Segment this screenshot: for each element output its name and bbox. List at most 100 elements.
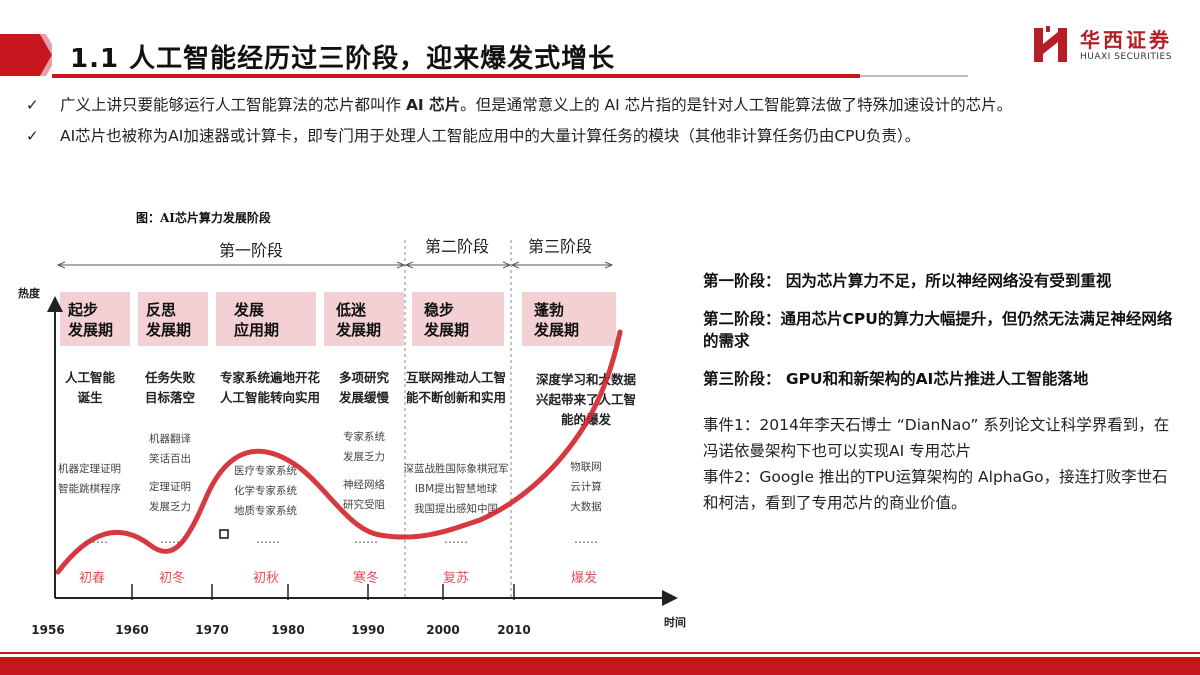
- period-name-line: 发展期: [67, 321, 113, 339]
- period-event-line: 物联网: [570, 460, 602, 473]
- period-name-line: 反思: [146, 301, 176, 319]
- period-season-label: 寒冬: [353, 570, 379, 586]
- ai-stage-diagram: 图：AI芯片算力发展阶段 第一阶段 第二阶段 第三阶段 热度 起步发展期人工智能…: [18, 210, 686, 637]
- year-label: 1970: [195, 623, 228, 637]
- period-event-line: 机器定理证明: [58, 462, 121, 475]
- period-season-label: 初春: [79, 571, 105, 586]
- stage-span-1: 第一阶段: [58, 241, 404, 265]
- period-box: [60, 292, 130, 346]
- bullet-item: ✓ 广义上讲只要能够运行人工智能算法的芯片都叫作 AI 芯片。但是通常意义上的 …: [26, 92, 1116, 119]
- period-ellipsis: ……: [444, 532, 468, 546]
- period-event-line: 专家系统: [343, 430, 385, 443]
- period-box: [324, 292, 404, 346]
- period-ellipsis: ……: [574, 532, 598, 546]
- bullet-text-post: 。但是通常意义上的 AI 芯片指的是针对人工智能算法做了特殊加速设计的芯片。: [460, 96, 1013, 114]
- period-ellipsis: ……: [354, 532, 378, 546]
- event-2-text: 事件2：Google 推出的TPU运算架构的 AlphaGo，接连打败李世石和柯…: [703, 468, 1168, 512]
- check-icon: ✓: [26, 127, 39, 145]
- heat-curve: [55, 329, 623, 575]
- header-accent-tab: [0, 34, 52, 76]
- period-event-line: 发展乏力: [149, 500, 191, 513]
- event-1-text: 事件1：2014年李天石博士 “DianNao” 系列论文让科学界看到，在冯诺依…: [703, 416, 1170, 460]
- period-description-line: 人工智能: [65, 370, 116, 385]
- stage-3-description: 第三阶段： GPU和和新架构的AI芯片推进人工智能落地: [703, 370, 1089, 388]
- header-rule-gray: [860, 75, 968, 77]
- period-name-line: 应用期: [234, 321, 279, 339]
- stage-span-3: 第三阶段: [512, 237, 612, 265]
- bullet-text-bold: AI 芯片: [405, 96, 461, 114]
- logo-text-en: HUAXI SECURITIES: [1080, 52, 1172, 62]
- period-description-line: 任务失败: [144, 370, 196, 385]
- period-ellipsis: ……: [160, 532, 184, 546]
- year-label: 1960: [115, 623, 148, 637]
- bullet-text: AI芯片也被称为AI加速器或计算卡，即专门用于处理人工智能应用中的大量计算任务的…: [60, 127, 921, 145]
- period-event-line: 智能跳棋程序: [58, 482, 121, 495]
- period-name-line: 发展期: [533, 321, 579, 339]
- period-description-line: 兴起带来了人工智: [536, 392, 636, 407]
- period-event-line: 医疗专家系统: [234, 464, 297, 477]
- period-event-line: 神经网络: [343, 478, 385, 491]
- period-event-line: 笑话百出: [149, 452, 191, 465]
- period-event-line: 研究受阻: [343, 498, 385, 511]
- period-ellipsis: ……: [256, 532, 280, 546]
- period-event-line: 大数据: [570, 500, 602, 513]
- figure-caption: 图：AI芯片算力发展阶段: [136, 210, 272, 225]
- bullet-list: ✓ 广义上讲只要能够运行人工智能算法的芯片都叫作 AI 芯片。但是通常意义上的 …: [26, 92, 1116, 154]
- stage-label-3: 第三阶段: [528, 237, 592, 256]
- right-panel: 第一阶段： 因为芯片算力不足，所以神经网络没有受到重视 第二阶段：通用芯片CPU…: [703, 270, 1173, 516]
- period-name-line: 发展: [233, 301, 264, 319]
- period-description-line: 目标落空: [145, 390, 195, 405]
- period-description-line: 专家系统遍地开花: [220, 370, 321, 385]
- period-event-line: 地质专家系统: [234, 504, 297, 517]
- period-description-line: 多项研究: [339, 370, 390, 385]
- footer-rule: [0, 652, 1200, 654]
- period-event-line: 云计算: [570, 480, 602, 493]
- period-event-line: 我国提出感知中国: [414, 502, 498, 515]
- huaxi-logo-icon: [1034, 26, 1067, 62]
- period-event-line: 发展乏力: [343, 450, 385, 463]
- period-name-line: 起步: [67, 301, 98, 319]
- period-name-line: 发展期: [423, 321, 469, 339]
- period-event-line: 机器翻译: [149, 432, 191, 445]
- period-season-label: 初冬: [159, 570, 185, 586]
- page-title: 1.1 人工智能经历过三阶段，迎来爆发式增长: [70, 44, 616, 74]
- stage-1-description: 第一阶段： 因为芯片算力不足，所以神经网络没有受到重视: [703, 272, 1112, 290]
- stage-2-description: 第二阶段：通用芯片CPU的算力大幅提升，但仍然无法满足神经网络的需求: [703, 310, 1173, 350]
- period-season-label: 初秋: [253, 571, 279, 586]
- period-description-line: 人工智能转向实用: [220, 390, 320, 405]
- period-name-line: 稳步: [424, 301, 454, 319]
- period-name-line: 蓬勃: [534, 301, 564, 319]
- curve-marker-square: [219, 529, 229, 539]
- period-description-line: 诞生: [77, 390, 103, 405]
- period-season-label: 爆发: [571, 570, 597, 586]
- period-name-line: 发展期: [335, 321, 381, 339]
- year-label: 2000: [426, 623, 459, 637]
- period-description-line: 深度学习和大数据: [536, 372, 637, 387]
- stage-label-1: 第一阶段: [219, 241, 283, 260]
- footer-bar: [0, 657, 1200, 675]
- period-event-line: 深蓝战胜国际象棋冠军: [404, 462, 509, 475]
- stage-span-2: 第二阶段: [406, 237, 510, 265]
- period-description-line: 能不断创新和实用: [406, 390, 506, 405]
- bullet-item: ✓ AI芯片也被称为AI加速器或计算卡，即专门用于处理人工智能应用中的大量计算任…: [26, 123, 1116, 150]
- bullet-text-pre: 广义上讲只要能够运行人工智能算法的芯片都叫作: [60, 96, 406, 114]
- y-axis-label: 热度: [18, 286, 41, 300]
- ai-development-figure: 图：AI芯片算力发展阶段 第一阶段 第二阶段 第三阶段 热度 起步发展期人工智能…: [0, 200, 700, 650]
- year-label: 1980: [271, 623, 304, 637]
- period-event-line: 定理证明: [149, 480, 191, 493]
- period-box: [412, 292, 504, 346]
- year-label: 2010: [497, 623, 530, 637]
- period-box: [216, 292, 316, 346]
- header-rule: [52, 74, 860, 78]
- period-description-line: 互联网推动人工智: [406, 370, 506, 385]
- period-name-line: 低迷: [335, 301, 367, 319]
- logo-text-cn: 华西证券: [1080, 28, 1172, 52]
- x-axis-label: 时间: [664, 615, 686, 629]
- year-label: 1956: [31, 623, 64, 637]
